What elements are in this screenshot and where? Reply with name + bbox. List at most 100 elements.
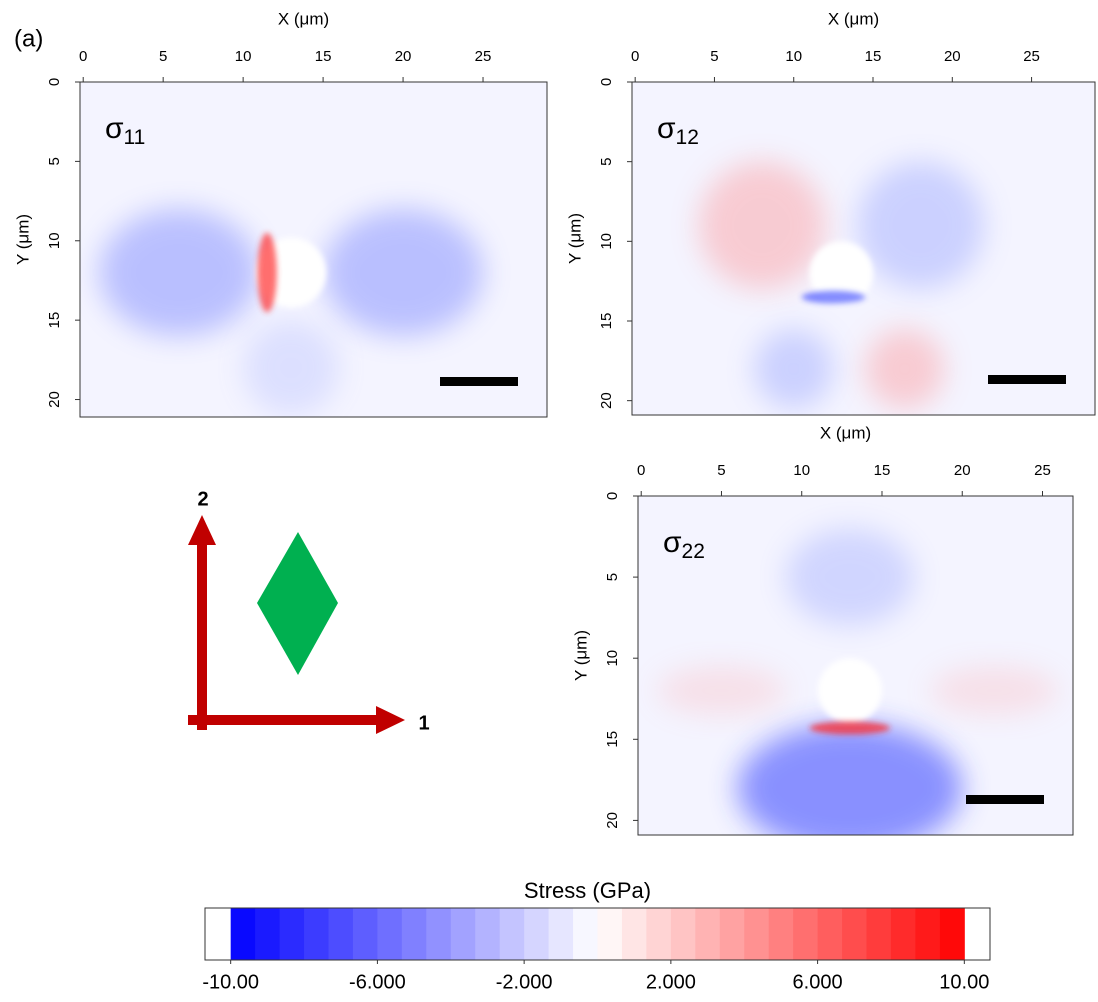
colorbar-tick-label: 6.000 [793, 971, 843, 993]
colorbar-step [524, 908, 549, 960]
colorbar-step [915, 908, 940, 960]
colorbar-step [818, 908, 843, 960]
y-axis-label: Y (μm) [571, 630, 590, 681]
x-tick-label: 10 [785, 48, 802, 65]
x-tick-label: 25 [1034, 462, 1051, 479]
x-tick-label: 10 [793, 462, 810, 479]
stress-region [699, 162, 826, 289]
colorbar-step [377, 908, 402, 960]
x-tick-label: 20 [944, 48, 961, 65]
stress-region [754, 329, 833, 409]
x-tick-label: 20 [395, 48, 412, 65]
x-tick-label: 25 [1023, 48, 1040, 65]
figure-label: (a) [14, 25, 43, 52]
colorbar-tick-label: -2.000 [496, 971, 553, 993]
x-tick-label: 5 [710, 48, 718, 65]
colorbar-tick-label: 2.000 [646, 971, 696, 993]
colorbar-step [255, 908, 280, 960]
scale-bar [966, 795, 1044, 804]
y-tick-label: 15 [598, 313, 615, 330]
scale-bar [440, 377, 518, 386]
colorbar-step [304, 908, 329, 960]
y-tick-label: 0 [598, 78, 615, 86]
y-tick-label: 10 [46, 232, 63, 249]
stress-region [657, 666, 785, 715]
colorbar-step [328, 908, 353, 960]
subscript: 11 [124, 126, 146, 149]
stress-region [243, 320, 339, 415]
y-axis-label: Y (μm) [565, 213, 584, 264]
x-tick-label: 10 [235, 48, 252, 65]
y-axis-label: Y (μm) [13, 214, 32, 265]
y-tick-label: 0 [46, 78, 63, 86]
y-tick-label: 5 [604, 573, 621, 581]
colorbar-step [426, 908, 451, 960]
y-tick-label: 10 [604, 650, 621, 667]
stress-region [802, 291, 865, 304]
symbol: σ [105, 112, 124, 145]
x-axis-label: X (μm) [820, 423, 871, 442]
colorbar-step [891, 908, 916, 960]
colorbar-step [549, 908, 574, 960]
x-tick-label: 0 [79, 48, 87, 65]
colorbar-tick-label: -6.000 [349, 971, 406, 993]
colorbar-step [769, 908, 794, 960]
colorbar-step [353, 908, 378, 960]
colorbar-step [744, 908, 769, 960]
y-tick-label: 15 [46, 312, 63, 329]
axis-1-label: 1 [418, 712, 429, 734]
indent-shape [257, 532, 338, 675]
x-tick-label: 20 [954, 462, 971, 479]
stress-region [738, 723, 963, 853]
colorbar-step [720, 908, 745, 960]
symbol: σ [663, 526, 682, 559]
stress-region [258, 233, 277, 312]
colorbar: Stress (GPa) -10.00 -6.000 -2.000 2.000 6.000… [202, 878, 990, 993]
colorbar-step [451, 908, 476, 960]
colorbar-step [622, 908, 647, 960]
axis-2-label: 2 [197, 488, 208, 510]
x-tick-label: 5 [159, 48, 167, 65]
colorbar-tick-label: -10.00 [202, 971, 259, 993]
y-tick-label: 20 [598, 392, 615, 409]
x-tick-label: 5 [717, 462, 725, 479]
y-tick-label: 5 [46, 157, 63, 165]
colorbar-step [598, 908, 623, 960]
colorbar-step [573, 908, 598, 960]
scale-bar [988, 375, 1066, 384]
x-axis-label: X (μm) [828, 9, 879, 28]
colorbar-step [867, 908, 892, 960]
colorbar-step [695, 908, 720, 960]
x-tick-label: 15 [865, 48, 882, 65]
y-tick-label: 20 [604, 812, 621, 829]
colorbar-tick-label: 10.00 [939, 971, 989, 993]
colorbar-title: Stress (GPa) [524, 878, 651, 903]
coordinate-axes: 2 1 [188, 488, 430, 734]
stress-region [786, 528, 914, 625]
colorbar-step [940, 908, 965, 960]
y-tick-label: 20 [46, 391, 63, 408]
colorbar-step [793, 908, 818, 960]
y-tick-label: 15 [604, 731, 621, 748]
symbol: σ [657, 112, 676, 145]
x-tick-label: 0 [631, 48, 639, 65]
y-tick-label: 0 [604, 492, 621, 500]
subscript: 22 [682, 540, 705, 563]
colorbar-step [500, 908, 525, 960]
colorbar-step [231, 908, 256, 960]
y-tick-label: 5 [598, 157, 615, 165]
stress-region [810, 721, 890, 734]
subscript: 12 [676, 126, 699, 149]
x-tick-label: 15 [315, 48, 332, 65]
x-tick-label: 25 [475, 48, 492, 65]
y-tick-label: 10 [598, 233, 615, 250]
stress-region [930, 666, 1058, 715]
stress-region [323, 209, 483, 336]
colorbar-step [402, 908, 427, 960]
x-tick-label: 15 [874, 462, 891, 479]
stress-region [857, 162, 984, 289]
colorbar-step [475, 908, 500, 960]
stress-region [865, 329, 944, 409]
